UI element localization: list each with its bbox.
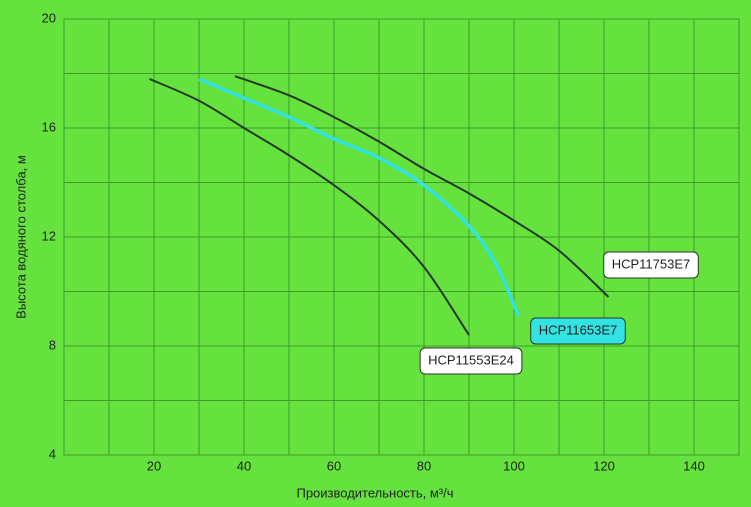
x-tick-label: 100: [503, 458, 525, 473]
x-axis-label: Производительность, м³/ч: [296, 485, 453, 500]
series-label-text: HCP11553E24: [428, 352, 514, 367]
series-label: HCP11753E7: [603, 251, 699, 279]
line: [234, 75, 610, 298]
x-tick-label: 80: [417, 458, 431, 473]
x-tick-label: 20: [147, 458, 161, 473]
series-label-box: [530, 317, 626, 345]
line: [149, 78, 470, 336]
y-tick-label: 20: [42, 10, 56, 25]
y-tick-label: 8: [49, 337, 56, 352]
plot-frame: [63, 18, 740, 456]
series-label-box: [603, 251, 699, 279]
x-tick-label: 140: [683, 458, 705, 473]
y-tick-label: 16: [42, 119, 56, 134]
x-tick-label: 120: [593, 458, 615, 473]
x-tick-label: 60: [327, 458, 341, 473]
line: [198, 77, 521, 317]
y-axis-label: Высота водяного столба, м: [13, 155, 28, 319]
y-tick-label: 4: [49, 446, 56, 461]
series-label-text: HCP11653E7: [539, 322, 618, 337]
x-tick-label: 40: [237, 458, 251, 473]
y-tick-label: 12: [42, 228, 56, 243]
series-label: HCP11553E24: [419, 347, 523, 375]
series-label-box: [419, 347, 523, 375]
series-label: HCP11653E7: [530, 317, 626, 345]
series-label-text: HCP11753E7: [612, 256, 691, 271]
